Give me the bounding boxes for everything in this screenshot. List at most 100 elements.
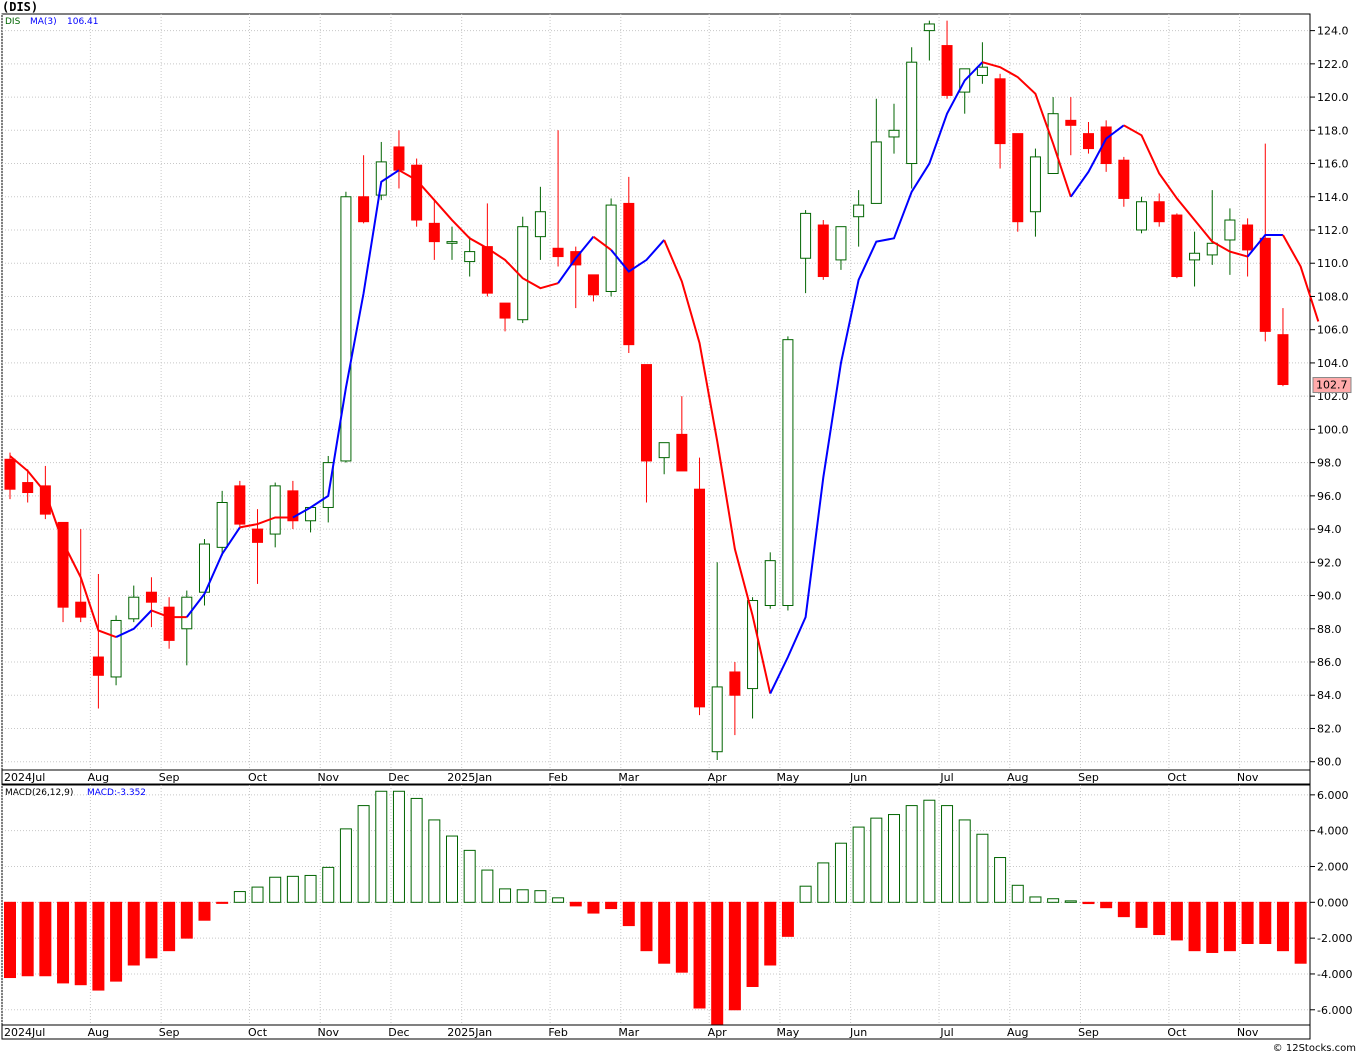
candle — [1100, 120, 1112, 172]
ma-value: 106.41 — [67, 17, 99, 27]
candle-body — [181, 596, 193, 630]
macd-bar — [693, 901, 706, 1009]
ma-segment — [982, 61, 1072, 198]
candle — [163, 597, 175, 649]
macd-x-tick-label: Aug — [1007, 1026, 1028, 1039]
price-y-tick-label: 86.0 — [1317, 656, 1342, 669]
price-x-tick-label: Aug — [88, 771, 109, 784]
macd-bar — [1241, 901, 1254, 945]
macd-y-tick-label: -4.000 — [1317, 968, 1352, 981]
macd-bar — [446, 835, 458, 903]
macd-bar — [658, 901, 671, 964]
candle-body — [1118, 159, 1130, 199]
candle — [694, 457, 706, 716]
candle — [729, 662, 741, 736]
ma-segment — [151, 609, 187, 619]
candle-body — [747, 600, 759, 690]
candle — [1277, 308, 1289, 387]
last-price-box — [1312, 377, 1352, 394]
candle-body — [1029, 156, 1041, 213]
macd-bar — [1064, 900, 1077, 903]
chart-title: (DIS) — [2, 0, 38, 14]
price-x-tick-label: 2025Jan — [447, 771, 492, 784]
price-y-tick-label: 118.0 — [1317, 124, 1349, 137]
price-y-tick-label: 120.0 — [1317, 91, 1349, 104]
candle — [499, 302, 511, 332]
macd-bar — [994, 857, 1007, 903]
candle — [1171, 213, 1183, 279]
price-panel: 80.0 82.0 84.0 86.0 88.0 90.0 92.0 94.0 96.0 98.0… — [1, 13, 1352, 771]
ma-segment — [115, 609, 153, 638]
macd-bar — [39, 901, 52, 977]
candle-body — [994, 78, 1006, 145]
candle-body — [1012, 133, 1024, 223]
macd-bar — [746, 901, 759, 987]
price-y-tick-label: 106.0 — [1317, 324, 1349, 337]
macd-x-tick-label: Sep — [159, 1026, 180, 1039]
macd-bar — [799, 885, 812, 903]
price-x-tick-label: Feb — [548, 771, 567, 784]
candle-body — [676, 433, 688, 472]
macd-y-tick-label: 4.000 — [1317, 825, 1349, 838]
price-x-tick-label: Apr — [708, 771, 728, 784]
price-x-tick-label: Nov — [1237, 771, 1259, 784]
candle-body — [1206, 242, 1218, 256]
candle — [605, 198, 617, 297]
candle-body — [853, 204, 865, 218]
macd-bar — [640, 901, 653, 952]
candle — [358, 155, 370, 224]
macd-x-tick-label: Sep — [1078, 1026, 1099, 1039]
macd-vertical-gridlines — [1, 785, 1241, 1025]
macd-bar — [463, 849, 476, 903]
macd-x-tick-label: Nov — [318, 1026, 340, 1039]
macd-x-tick-label: Dec — [388, 1026, 409, 1039]
macd-bar — [322, 866, 335, 903]
candle-body — [976, 66, 988, 76]
macd-bar — [392, 790, 405, 903]
candle-body — [322, 462, 334, 508]
macd-bar — [675, 901, 688, 973]
candle-body — [534, 211, 546, 238]
macd-title: MACD(26,12,9) — [5, 788, 73, 798]
candle — [128, 585, 140, 623]
candle — [764, 552, 776, 609]
candle-body — [340, 196, 352, 462]
candle-body — [393, 146, 405, 171]
candle-body — [941, 45, 953, 96]
candle — [145, 577, 157, 628]
price-y-tick-label: 80.0 — [1317, 756, 1342, 769]
macd-bar — [534, 890, 547, 903]
candle-body — [216, 501, 228, 548]
macd-x-tick-label: Jun — [849, 1026, 867, 1039]
candle — [1242, 218, 1254, 277]
macd-bar — [410, 797, 423, 903]
candle-body — [764, 560, 776, 607]
macd-bar — [180, 901, 193, 939]
candle — [1082, 122, 1094, 154]
macd-y-tick-label: 6.000 — [1317, 789, 1349, 802]
macd-bar — [92, 901, 105, 991]
macd-bar — [304, 874, 317, 903]
candle-body — [128, 596, 140, 620]
price-plot-frame — [1, 13, 1311, 771]
ma-segment — [186, 526, 241, 618]
candle-body — [729, 671, 741, 696]
macd-value-label: MACD:-3.352 — [87, 788, 146, 798]
candle-body — [428, 222, 440, 243]
macd-x-tick-label: Mar — [618, 1026, 639, 1039]
candle — [22, 469, 34, 503]
price-x-tick-label: Jul — [939, 771, 953, 784]
candle — [1118, 156, 1130, 207]
candle-body — [888, 129, 900, 138]
candle — [517, 216, 529, 324]
price-x-tick-label: Mar — [618, 771, 639, 784]
price-y-tick-label: 88.0 — [1317, 623, 1342, 636]
candle — [623, 176, 635, 353]
price-x-tick-label: Nov — [318, 771, 340, 784]
candle-body — [252, 528, 264, 543]
macd-bar — [817, 862, 830, 903]
candle-body — [605, 204, 617, 292]
candle-body — [22, 482, 34, 494]
price-y-tick-label: 94.0 — [1317, 523, 1342, 536]
candle-body — [411, 164, 423, 221]
